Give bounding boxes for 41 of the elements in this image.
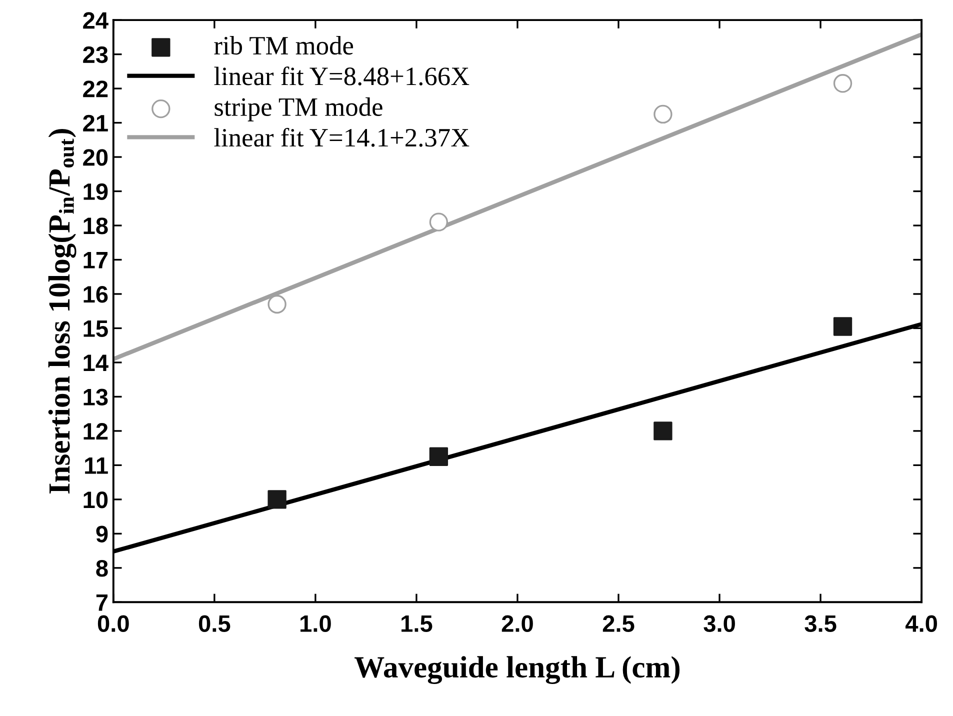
legend-label: stripe TM mode [214,97,382,122]
point [654,104,672,124]
x-tick-label: 0.0 [98,615,129,632]
y-tick-label: 21 [83,114,108,132]
y-tick-label: 22 [83,80,108,98]
y-tick-label: 14 [84,354,108,372]
y-tick-label: 9 [96,526,108,542]
point [654,422,672,440]
y-tick-label: 24 [83,12,108,29]
legend-label: rib TM mode [214,36,354,55]
y-tick-label: 17 [84,252,108,268]
y-tick-label: 10 [84,492,108,508]
point [268,490,286,509]
y-tick-label: 11 [85,458,108,474]
point [429,212,448,232]
y-tick-label: 8 [96,560,108,577]
x-tick-label: 0.5 [198,615,230,632]
x-tick-label: 3.5 [804,615,836,632]
point [833,317,852,336]
y-tick-label: 13 [84,388,108,406]
point [429,447,448,466]
x-tick-label: 2.0 [502,615,533,632]
legend-label: linear fit Y=8.48+1.66X [214,66,470,86]
x-tick-label: 1.0 [300,615,331,632]
x-tick-label: 1.5 [402,616,432,632]
y-tick-label: 20 [83,149,108,166]
y-axis-title: Insertion loss 10log(P$_{in}$/P$_{out}$) [48,129,76,494]
x-tick-label: 2.5 [602,615,634,632]
x-tick-label: 4.0 [906,615,937,632]
point [268,294,286,314]
y-tick-label: 16 [84,286,108,303]
y-tick-label: 7 [96,594,108,611]
y-tick-label: 15 [84,320,108,338]
point [833,74,852,93]
x-axis-title: Waveguide length L (cm) [354,656,680,684]
y-tick-label: 23 [83,46,108,64]
x-tick-label: 3.0 [704,615,735,632]
y-tick-label: 18 [84,218,108,234]
y-tick-label: 19 [84,183,108,200]
legend-label: linear fit Y=14.1+2.37X [214,128,470,147]
y-tick-label: 12 [84,423,108,440]
